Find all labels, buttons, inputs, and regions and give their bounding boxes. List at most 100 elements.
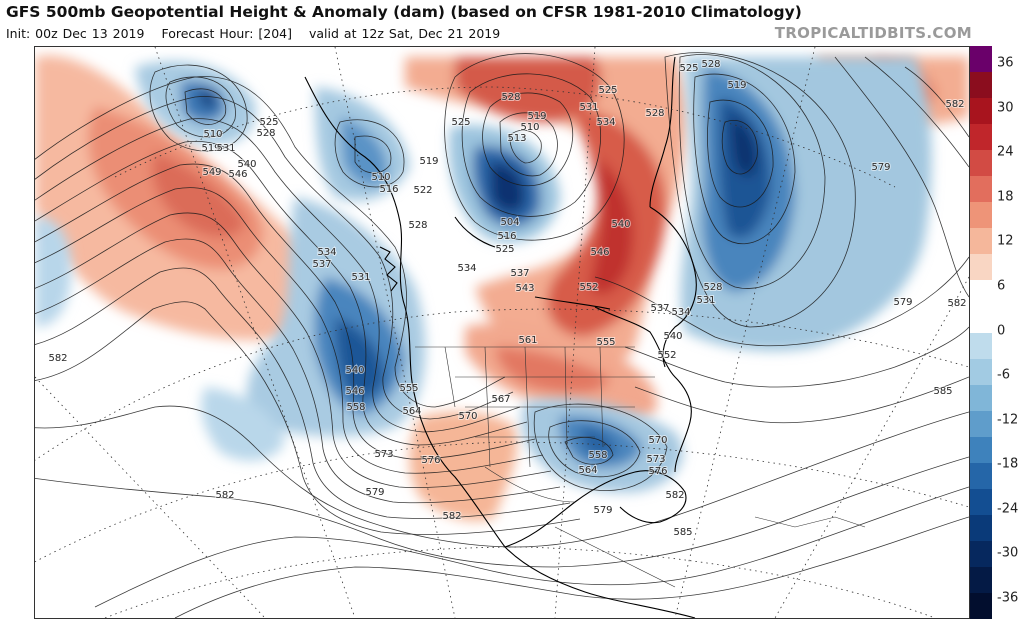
colorbar-tick-label: -30	[997, 545, 1019, 561]
colorbar	[970, 46, 992, 620]
latlon-grid	[35, 47, 969, 618]
contour-label-halo: 525	[679, 63, 698, 74]
contour-label-halo: 522	[413, 185, 432, 196]
colorbar-segment	[970, 410, 992, 438]
contour-label: 525	[259, 117, 278, 128]
contour-label: 537	[650, 303, 669, 314]
colorbar-segment	[970, 202, 992, 229]
contour-label: 528	[501, 92, 520, 103]
contour-label-halo: 576	[421, 455, 440, 466]
colorbar-segment	[970, 592, 992, 620]
contour-label: 564	[402, 406, 421, 417]
contour-label-halo: 534	[671, 307, 690, 318]
contour-label-halo: 555	[399, 383, 418, 394]
contour-label-halo: 516	[497, 231, 516, 242]
contour-label: 579	[893, 297, 912, 308]
contour-label: 513	[507, 133, 526, 144]
contour-label: 525	[679, 63, 698, 74]
colorbar-segment	[970, 332, 992, 360]
contour-label-halo: 582	[947, 298, 966, 309]
colorbar-segment	[970, 384, 992, 412]
colorbar-segment	[970, 540, 992, 568]
contour-label: 531	[216, 143, 235, 154]
contour-label-halo: 519	[527, 111, 546, 122]
contour-label-halo: 531	[696, 295, 715, 306]
contour-label: 555	[596, 337, 615, 348]
political-borders	[415, 346, 866, 588]
contour-label-halo: 546	[590, 247, 609, 258]
colorbar-tick-label: -36	[997, 590, 1019, 606]
contour-label-halo: 546	[345, 386, 364, 397]
contour-label-halo: 582	[48, 353, 67, 364]
contour-label-halo: 564	[402, 406, 421, 417]
contour-label: 579	[871, 162, 890, 173]
contour-label: 570	[648, 435, 667, 446]
colorbar-tick-label: -12	[997, 412, 1019, 428]
contour-label: 585	[933, 386, 952, 397]
contour-label-halo: 525	[598, 85, 617, 96]
contour-label: 534	[671, 307, 690, 318]
contour-label-halo: 579	[893, 297, 912, 308]
contour-label: 543	[515, 283, 534, 294]
contour-label: 531	[696, 295, 715, 306]
colorbar-tick-label: 0	[997, 323, 1006, 338]
coastlines	[304, 56, 697, 618]
contour-label-halo: 531	[579, 102, 598, 113]
contour-label-halo: 564	[578, 465, 597, 476]
contour-label: 573	[374, 449, 393, 460]
contour-label: 552	[657, 350, 676, 361]
contour-label-halo: 504	[500, 217, 519, 228]
colorbar-segment	[970, 566, 992, 594]
colorbar-tick-label: 30	[997, 100, 1014, 116]
contour-label: 561	[518, 335, 537, 346]
contour-label-halo: 558	[346, 402, 365, 413]
contour-label: 570	[458, 411, 477, 422]
contour-label: 546	[228, 169, 247, 180]
contour-label-halo: 582	[215, 490, 234, 501]
colorbar-segment	[970, 514, 992, 542]
contour-label-halo: 528	[256, 128, 275, 139]
contour-label-halo: 528	[645, 108, 664, 119]
colorbar-tick-label: 36	[997, 55, 1014, 71]
forecast-hour: Forecast Hour: [204]	[161, 26, 293, 41]
contour-label-halo: 549	[202, 167, 221, 178]
contour-label-halo: 528	[408, 220, 427, 231]
watermark: TROPICALTIDBITS.COM	[774, 24, 972, 42]
contour-label: 537	[312, 259, 331, 270]
contour-label: 552	[579, 282, 598, 293]
contour-label: 531	[351, 272, 370, 283]
contour-label-halo: 516	[379, 184, 398, 195]
contour-label: 582	[665, 490, 684, 501]
contour-label: 576	[421, 455, 440, 466]
contour-label: 582	[48, 353, 67, 364]
contour-label: 540	[663, 331, 682, 342]
contour-label-halo: 552	[657, 350, 676, 361]
contour-label-halo: 540	[611, 219, 630, 230]
contour-label-halo: 543	[515, 283, 534, 294]
colorbar-segment	[970, 280, 992, 307]
contour-label-halo: 558	[588, 450, 607, 461]
contour-label-halo: 582	[665, 490, 684, 501]
contour-label: 528	[703, 282, 722, 293]
contour-label: 582	[947, 298, 966, 309]
contour-label-halo: 561	[518, 335, 537, 346]
contour-label-halo: 540	[345, 365, 364, 376]
colorbar-segment	[970, 98, 992, 125]
contour-label-halo: 534	[457, 263, 476, 274]
contour-label-halo: 510	[203, 129, 222, 140]
colorbar-tick-label: -24	[997, 501, 1019, 517]
contour-label-halo: 519	[727, 80, 746, 91]
contour-label: 558	[346, 402, 365, 413]
contour-label-halo: 510	[371, 172, 390, 183]
contour-label: 579	[593, 505, 612, 516]
contour-label-halo: 570	[458, 411, 477, 422]
contour-label-halo: 519	[419, 156, 438, 167]
contour-label: 516	[497, 231, 516, 242]
colorbar-segment	[970, 306, 992, 333]
map-svg: 5105105195195255255285285315315405405465…	[35, 47, 969, 618]
contour-label-halo: 579	[365, 487, 384, 498]
contour-label-halo: 573	[646, 454, 665, 465]
colorbar-segment	[970, 358, 992, 386]
colorbar-segment	[970, 228, 992, 255]
contour-label-halo: 528	[501, 92, 520, 103]
